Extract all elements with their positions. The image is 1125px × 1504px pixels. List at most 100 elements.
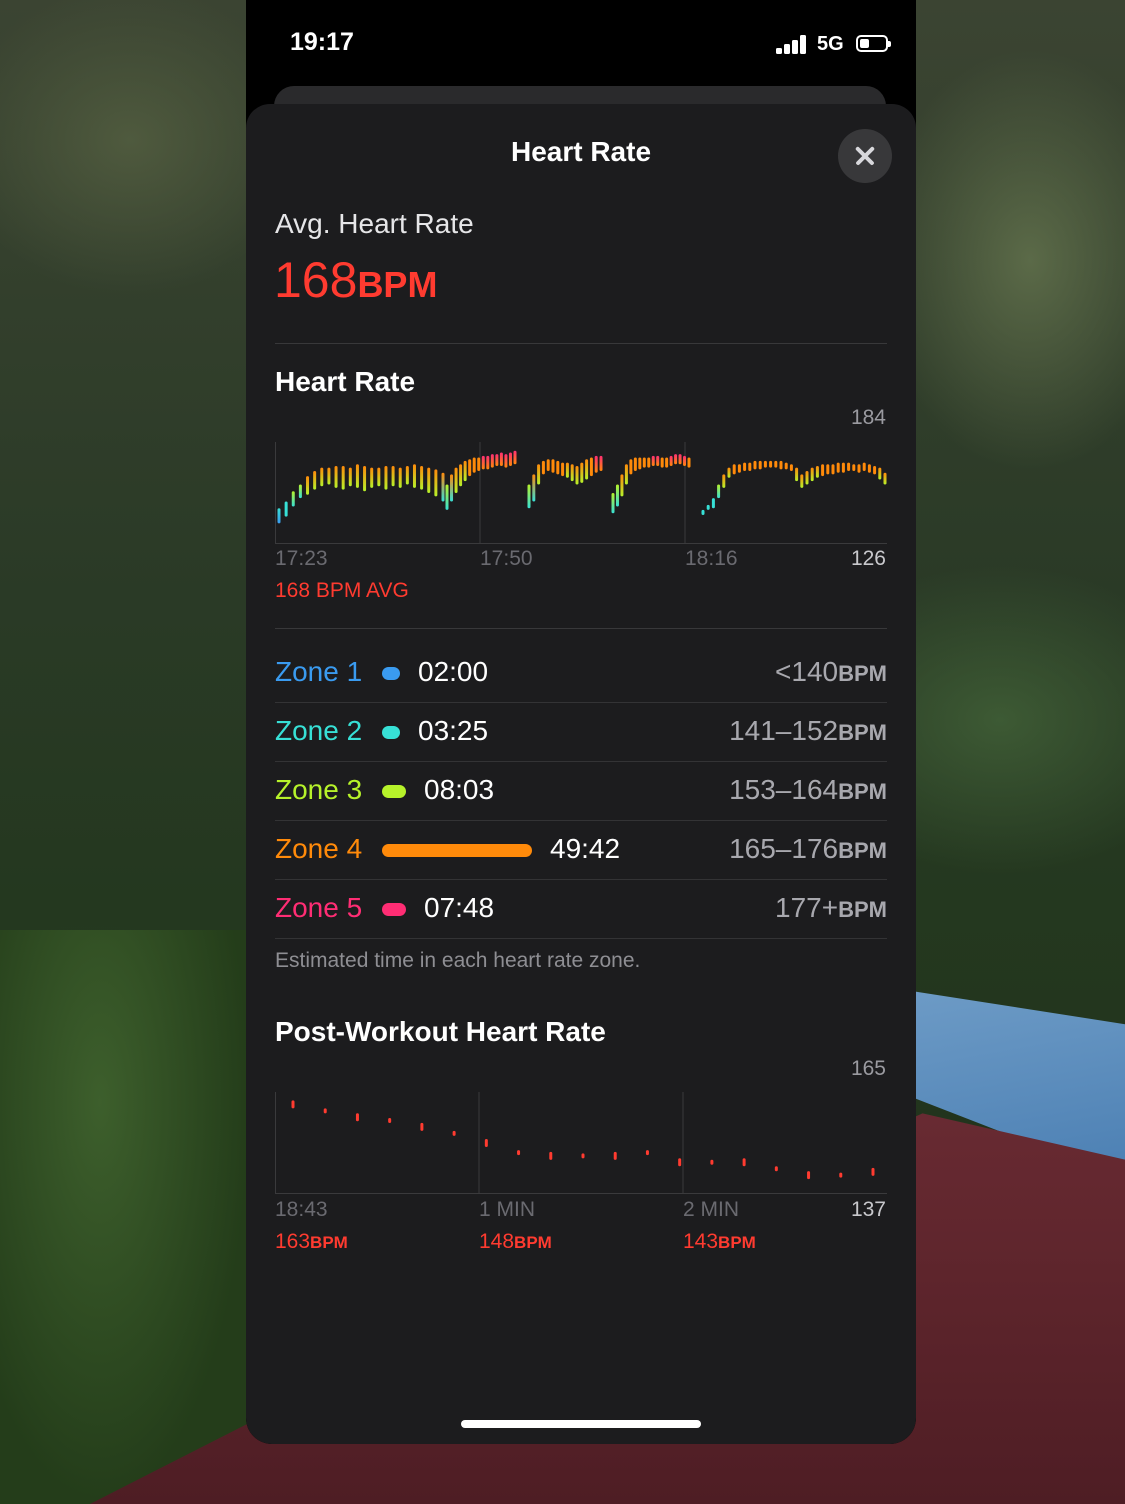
hr-bar — [862, 462, 866, 472]
post-workout-title: Post-Workout Heart Rate — [275, 1016, 606, 1047]
post-workout-point — [581, 1153, 585, 1159]
hr-bar — [490, 454, 494, 468]
hr-bar — [836, 462, 840, 473]
zone-divider — [275, 761, 887, 762]
hr-bar — [683, 455, 687, 466]
zone-time: 02:00 — [418, 656, 489, 687]
avg-heart-rate-unit: BPM — [357, 264, 438, 305]
zone-range: 141–152BPM — [729, 715, 887, 747]
hr-bar — [454, 467, 458, 493]
hr-bar — [445, 484, 449, 510]
post-workout-point — [742, 1158, 746, 1167]
hr-bar — [867, 464, 871, 473]
post-workout-point — [871, 1167, 875, 1176]
zone-range-value: 165–176 — [729, 833, 839, 864]
zone-bar — [382, 726, 400, 739]
hr-bar — [629, 459, 633, 475]
hr-bar — [826, 464, 830, 475]
post-workout-point — [774, 1166, 778, 1172]
hr-bar — [561, 462, 565, 477]
zone-name: Zone 4 — [275, 833, 363, 864]
hr-bar — [537, 464, 541, 485]
zone-name: Zone 5 — [275, 892, 363, 923]
hr-chart — [275, 442, 887, 544]
hr-bar — [611, 493, 615, 514]
hr-bar — [565, 462, 569, 478]
hr-bar — [717, 484, 721, 499]
hr-bar — [674, 454, 678, 465]
post-workout-y-max: 165 — [850, 1057, 886, 1080]
hr-chart-x-tick: 17:50 — [480, 547, 533, 570]
zone-divider — [275, 879, 887, 880]
hr-bar — [398, 467, 402, 488]
hr-bar — [291, 491, 295, 507]
background-hedge — [0, 930, 250, 1504]
hr-bar — [477, 457, 481, 472]
post-workout-point — [291, 1100, 295, 1109]
post-workout-point — [420, 1122, 424, 1131]
hr-bar — [873, 465, 877, 475]
hr-bar — [585, 459, 589, 480]
zone-time: 03:25 — [418, 715, 489, 746]
hr-bar — [669, 455, 673, 466]
hr-bar — [701, 509, 705, 515]
post-workout-x-tick: 2 MIN — [683, 1198, 740, 1221]
hr-chart-x-tick: 18:16 — [685, 547, 738, 570]
hr-bar — [633, 457, 637, 472]
hr-bar — [541, 460, 545, 475]
hr-bar — [370, 467, 374, 488]
hr-bar — [355, 464, 359, 488]
post-workout-point — [484, 1139, 488, 1147]
hr-bar — [594, 455, 598, 473]
hr-bar — [575, 465, 579, 485]
hr-bar — [727, 467, 731, 478]
hr-bar — [779, 460, 783, 470]
hr-bar — [857, 464, 861, 473]
hr-bar — [551, 459, 555, 473]
zone-range: 177+BPM — [775, 892, 887, 924]
zone-range-value: 153–164 — [729, 774, 839, 805]
home-indicator[interactable] — [461, 1420, 701, 1428]
hr-bar — [624, 464, 628, 485]
hr-bar — [841, 462, 845, 473]
hr-chart-x-tick: 17:23 — [275, 547, 328, 570]
reading-value: 143 — [683, 1230, 719, 1253]
reading-value: 148 — [479, 1230, 515, 1253]
hr-bar — [580, 462, 584, 483]
hr-bar — [405, 465, 409, 485]
post-workout-x-tick: 18:43 — [275, 1198, 328, 1221]
reading-unit: BPM — [718, 1233, 756, 1252]
avg-heart-rate-number: 168 — [274, 252, 358, 308]
zones-footnote: Estimated time in each heart rate zone. — [275, 949, 641, 972]
hr-bar — [546, 459, 550, 472]
zone-row: Zone 5 07:48 177+BPM — [275, 880, 887, 938]
hr-bar — [815, 465, 819, 478]
zone-range-value: 141–152 — [729, 715, 839, 746]
zone-row: Zone 4 49:42 165–176BPM — [275, 821, 887, 879]
hr-bar — [722, 474, 726, 488]
hr-bar — [687, 457, 691, 468]
hr-bar — [620, 474, 624, 497]
hr-bar — [463, 460, 467, 482]
hr-bar — [570, 464, 574, 482]
post-workout-point — [355, 1113, 359, 1122]
hr-bar — [831, 464, 835, 475]
close-button[interactable] — [838, 129, 892, 183]
zone-bar — [382, 667, 400, 680]
hr-bar — [481, 455, 485, 470]
hr-bar — [412, 464, 416, 488]
zone-divider — [275, 820, 887, 821]
zone-range: 165–176BPM — [729, 833, 887, 865]
hr-bar — [377, 467, 381, 487]
hr-bar — [599, 455, 603, 472]
zone-divider — [275, 938, 887, 939]
post-workout-point — [323, 1108, 327, 1114]
reading-unit: BPM — [514, 1233, 552, 1252]
post-workout-point — [678, 1158, 682, 1167]
hr-bar — [508, 452, 512, 466]
hr-bar — [706, 504, 710, 510]
hr-bar — [341, 465, 345, 490]
hr-bar — [800, 474, 804, 488]
post-workout-point — [549, 1151, 553, 1160]
zone-range-unit: BPM — [838, 661, 887, 686]
